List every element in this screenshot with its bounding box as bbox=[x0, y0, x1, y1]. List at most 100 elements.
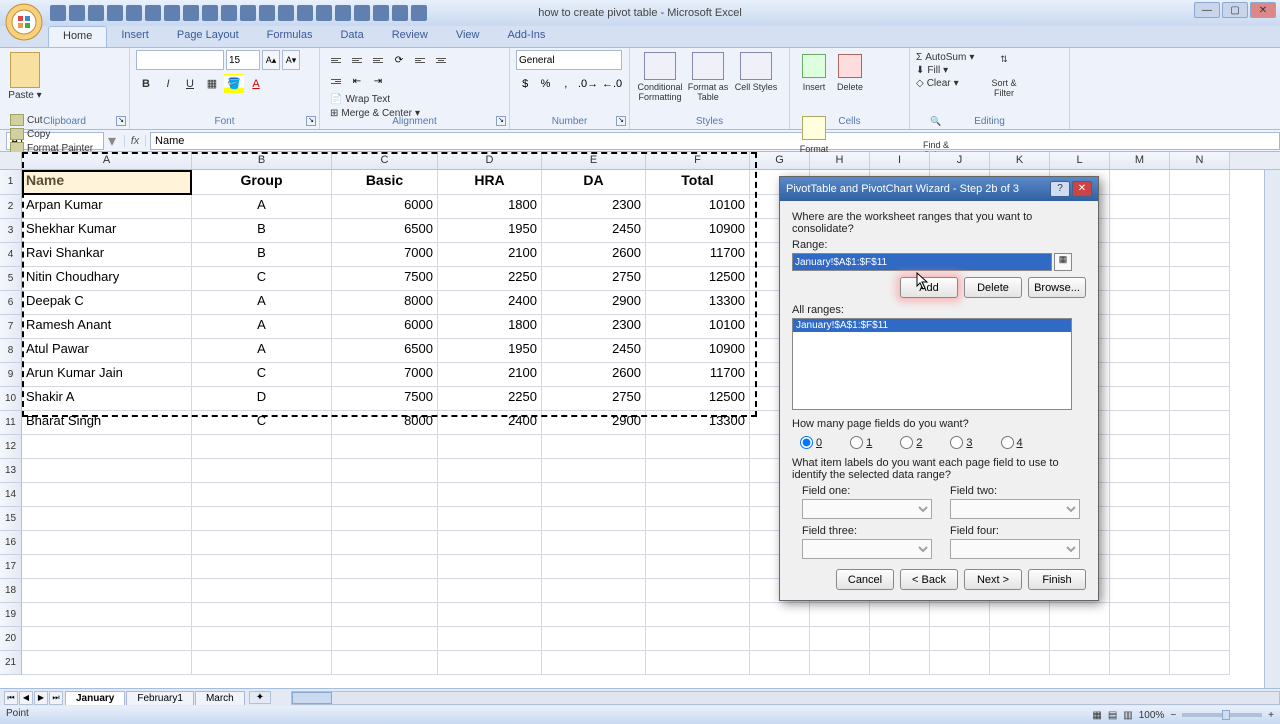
ribbon-tab-add-ins[interactable]: Add-Ins bbox=[493, 26, 559, 47]
qat-save-icon[interactable] bbox=[50, 5, 66, 21]
cell[interactable] bbox=[646, 459, 750, 483]
align-center-button[interactable] bbox=[431, 50, 451, 70]
cell[interactable] bbox=[1110, 195, 1170, 219]
conditional-formatting-button[interactable]: Conditional Formatting bbox=[636, 50, 684, 112]
underline-button[interactable]: U bbox=[180, 74, 200, 94]
cell[interactable] bbox=[1170, 459, 1230, 483]
cell[interactable] bbox=[1110, 267, 1170, 291]
cell[interactable] bbox=[870, 627, 930, 651]
decrease-indent-button[interactable]: ⇤ bbox=[347, 71, 367, 91]
cell[interactable] bbox=[1110, 507, 1170, 531]
cell[interactable] bbox=[1170, 219, 1230, 243]
cell[interactable] bbox=[810, 651, 870, 675]
cell[interactable] bbox=[542, 531, 646, 555]
cell[interactable] bbox=[870, 603, 930, 627]
cell[interactable]: 12500 bbox=[646, 387, 750, 411]
font-name-combo[interactable] bbox=[136, 50, 224, 70]
cell[interactable] bbox=[1170, 531, 1230, 555]
cell[interactable] bbox=[332, 531, 438, 555]
shrink-font-button[interactable]: A▾ bbox=[282, 50, 300, 70]
cell[interactable] bbox=[646, 531, 750, 555]
cell[interactable] bbox=[646, 555, 750, 579]
clear-button[interactable]: ◇ Clear ▾ bbox=[916, 78, 984, 89]
qat-icon[interactable] bbox=[411, 5, 427, 21]
cell[interactable]: 2750 bbox=[542, 267, 646, 291]
cell[interactable] bbox=[750, 651, 810, 675]
browse-button[interactable]: Browse... bbox=[1028, 277, 1086, 298]
cell[interactable]: HRA bbox=[438, 170, 542, 195]
ribbon-tab-data[interactable]: Data bbox=[326, 26, 377, 47]
qat-icon[interactable] bbox=[373, 5, 389, 21]
ribbon-tab-page-layout[interactable]: Page Layout bbox=[163, 26, 253, 47]
row-header-8[interactable]: 8 bbox=[0, 339, 22, 363]
cell[interactable] bbox=[1170, 627, 1230, 651]
cell[interactable]: 6000 bbox=[332, 315, 438, 339]
row-header-1[interactable]: 1 bbox=[0, 170, 22, 195]
cell[interactable]: 2450 bbox=[542, 219, 646, 243]
finish-button[interactable]: Finish bbox=[1028, 569, 1086, 590]
column-header-H[interactable]: H bbox=[810, 152, 870, 169]
cell[interactable]: 10100 bbox=[646, 315, 750, 339]
cell[interactable] bbox=[542, 435, 646, 459]
cell[interactable] bbox=[1110, 315, 1170, 339]
cell[interactable] bbox=[646, 603, 750, 627]
cell[interactable]: B bbox=[192, 219, 332, 243]
cell[interactable] bbox=[1050, 627, 1110, 651]
cell[interactable]: 1800 bbox=[438, 195, 542, 219]
cell[interactable] bbox=[438, 507, 542, 531]
orientation-button[interactable]: ⟳ bbox=[389, 50, 409, 70]
cell[interactable] bbox=[646, 507, 750, 531]
cell[interactable] bbox=[1170, 435, 1230, 459]
cell[interactable] bbox=[22, 435, 192, 459]
zoom-level[interactable]: 100% bbox=[1139, 710, 1165, 721]
cell[interactable] bbox=[332, 603, 438, 627]
cell[interactable]: 6500 bbox=[332, 339, 438, 363]
ribbon-tab-insert[interactable]: Insert bbox=[107, 26, 163, 47]
qat-icon[interactable] bbox=[240, 5, 256, 21]
maximize-button[interactable]: ▢ bbox=[1222, 2, 1248, 18]
cell[interactable] bbox=[1170, 170, 1230, 195]
font-color-button[interactable]: A bbox=[246, 74, 266, 94]
qat-icon[interactable] bbox=[145, 5, 161, 21]
cell[interactable]: 6000 bbox=[332, 195, 438, 219]
cell[interactable]: Name bbox=[22, 170, 192, 195]
cell[interactable]: 7000 bbox=[332, 243, 438, 267]
cell[interactable]: 2900 bbox=[542, 291, 646, 315]
cell[interactable]: DA bbox=[542, 170, 646, 195]
row-header-12[interactable]: 12 bbox=[0, 435, 22, 459]
column-header-E[interactable]: E bbox=[542, 152, 646, 169]
cell[interactable] bbox=[1170, 603, 1230, 627]
format-as-table-button[interactable]: Format as Table bbox=[684, 50, 732, 112]
ribbon-tab-home[interactable]: Home bbox=[48, 26, 107, 47]
page-fields-radio-3[interactable]: 3 bbox=[950, 436, 972, 449]
cell[interactable]: A bbox=[192, 339, 332, 363]
cell[interactable] bbox=[990, 627, 1050, 651]
cell[interactable]: 10900 bbox=[646, 339, 750, 363]
cell[interactable]: Deepak C bbox=[22, 291, 192, 315]
cell[interactable] bbox=[542, 627, 646, 651]
cell[interactable] bbox=[192, 627, 332, 651]
sheet-tab-march[interactable]: March bbox=[195, 691, 245, 705]
cell[interactable] bbox=[438, 555, 542, 579]
grow-font-button[interactable]: A▴ bbox=[262, 50, 280, 70]
fx-icon[interactable]: fx bbox=[124, 135, 146, 147]
cell[interactable] bbox=[192, 507, 332, 531]
cell[interactable] bbox=[1110, 651, 1170, 675]
cell[interactable] bbox=[1170, 195, 1230, 219]
column-header-A[interactable]: A bbox=[22, 152, 192, 169]
cell[interactable]: 1950 bbox=[438, 339, 542, 363]
font-size-combo[interactable] bbox=[226, 50, 260, 70]
cell[interactable] bbox=[542, 507, 646, 531]
zoom-out-button[interactable]: − bbox=[1170, 710, 1176, 721]
cell[interactable] bbox=[930, 651, 990, 675]
qat-icon[interactable] bbox=[278, 5, 294, 21]
cell[interactable] bbox=[332, 651, 438, 675]
view-break-icon[interactable]: ▥ bbox=[1123, 710, 1132, 721]
cell[interactable]: Total bbox=[646, 170, 750, 195]
row-header-16[interactable]: 16 bbox=[0, 531, 22, 555]
cell[interactable] bbox=[1110, 579, 1170, 603]
cell[interactable]: Bharat Singh bbox=[22, 411, 192, 435]
cell[interactable]: Shekhar Kumar bbox=[22, 219, 192, 243]
decrease-decimal-button[interactable]: ←.0 bbox=[601, 74, 623, 94]
cell[interactable]: 13300 bbox=[646, 411, 750, 435]
